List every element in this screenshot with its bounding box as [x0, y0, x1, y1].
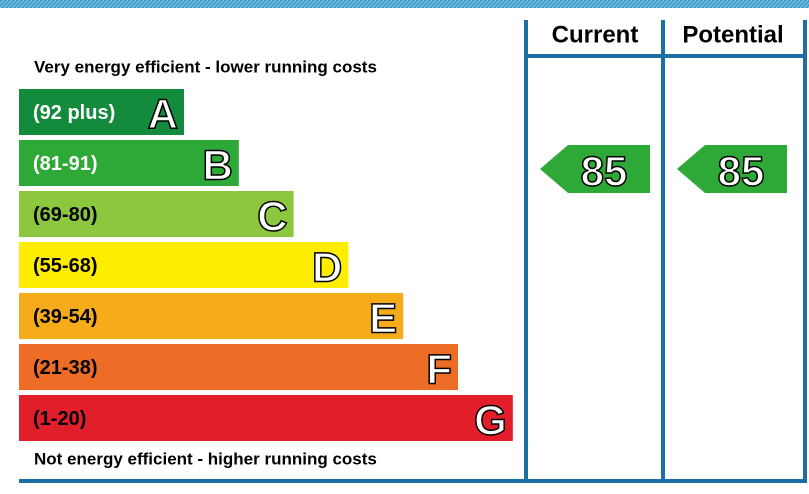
potential-value: 85 [718, 148, 765, 195]
band-range: (39-54) [33, 306, 97, 328]
band-range: (21-38) [33, 357, 97, 379]
current-arrow [540, 145, 650, 193]
band-bar [19, 344, 458, 390]
arrows: 85 85 [540, 145, 787, 195]
bands: (92 plus) A (81-91) B (69-80) C (55-68) D (39-54… [19, 89, 513, 444]
band-bar [19, 89, 184, 135]
current-header: Current [552, 22, 639, 49]
potential-header: Potential [682, 22, 783, 49]
band-range: (92 plus) [33, 102, 115, 124]
band-letter: G [474, 397, 507, 444]
band-letter: B [202, 142, 232, 189]
band-bar [19, 191, 294, 237]
current-value: 85 [581, 148, 628, 195]
frame [19, 20, 807, 483]
band-bar [19, 140, 239, 186]
bottom-note: Not energy efficient - higher running co… [34, 450, 377, 469]
band-letter: E [369, 295, 397, 342]
band-range: (69-80) [33, 204, 97, 226]
band-range: (81-91) [33, 153, 97, 175]
top-note: Very energy efficient - lower running co… [34, 58, 377, 77]
band-range: (1-20) [33, 408, 86, 430]
band-letter: D [312, 244, 342, 291]
band-letter: C [257, 193, 287, 240]
band-bar [19, 242, 349, 288]
potential-arrow [677, 145, 787, 193]
band-range: (55-68) [33, 255, 97, 277]
band-bar [19, 395, 513, 441]
top-border [0, 0, 809, 8]
band-letter: F [426, 346, 452, 393]
band-bar [19, 293, 404, 339]
band-letter: A [148, 91, 178, 138]
